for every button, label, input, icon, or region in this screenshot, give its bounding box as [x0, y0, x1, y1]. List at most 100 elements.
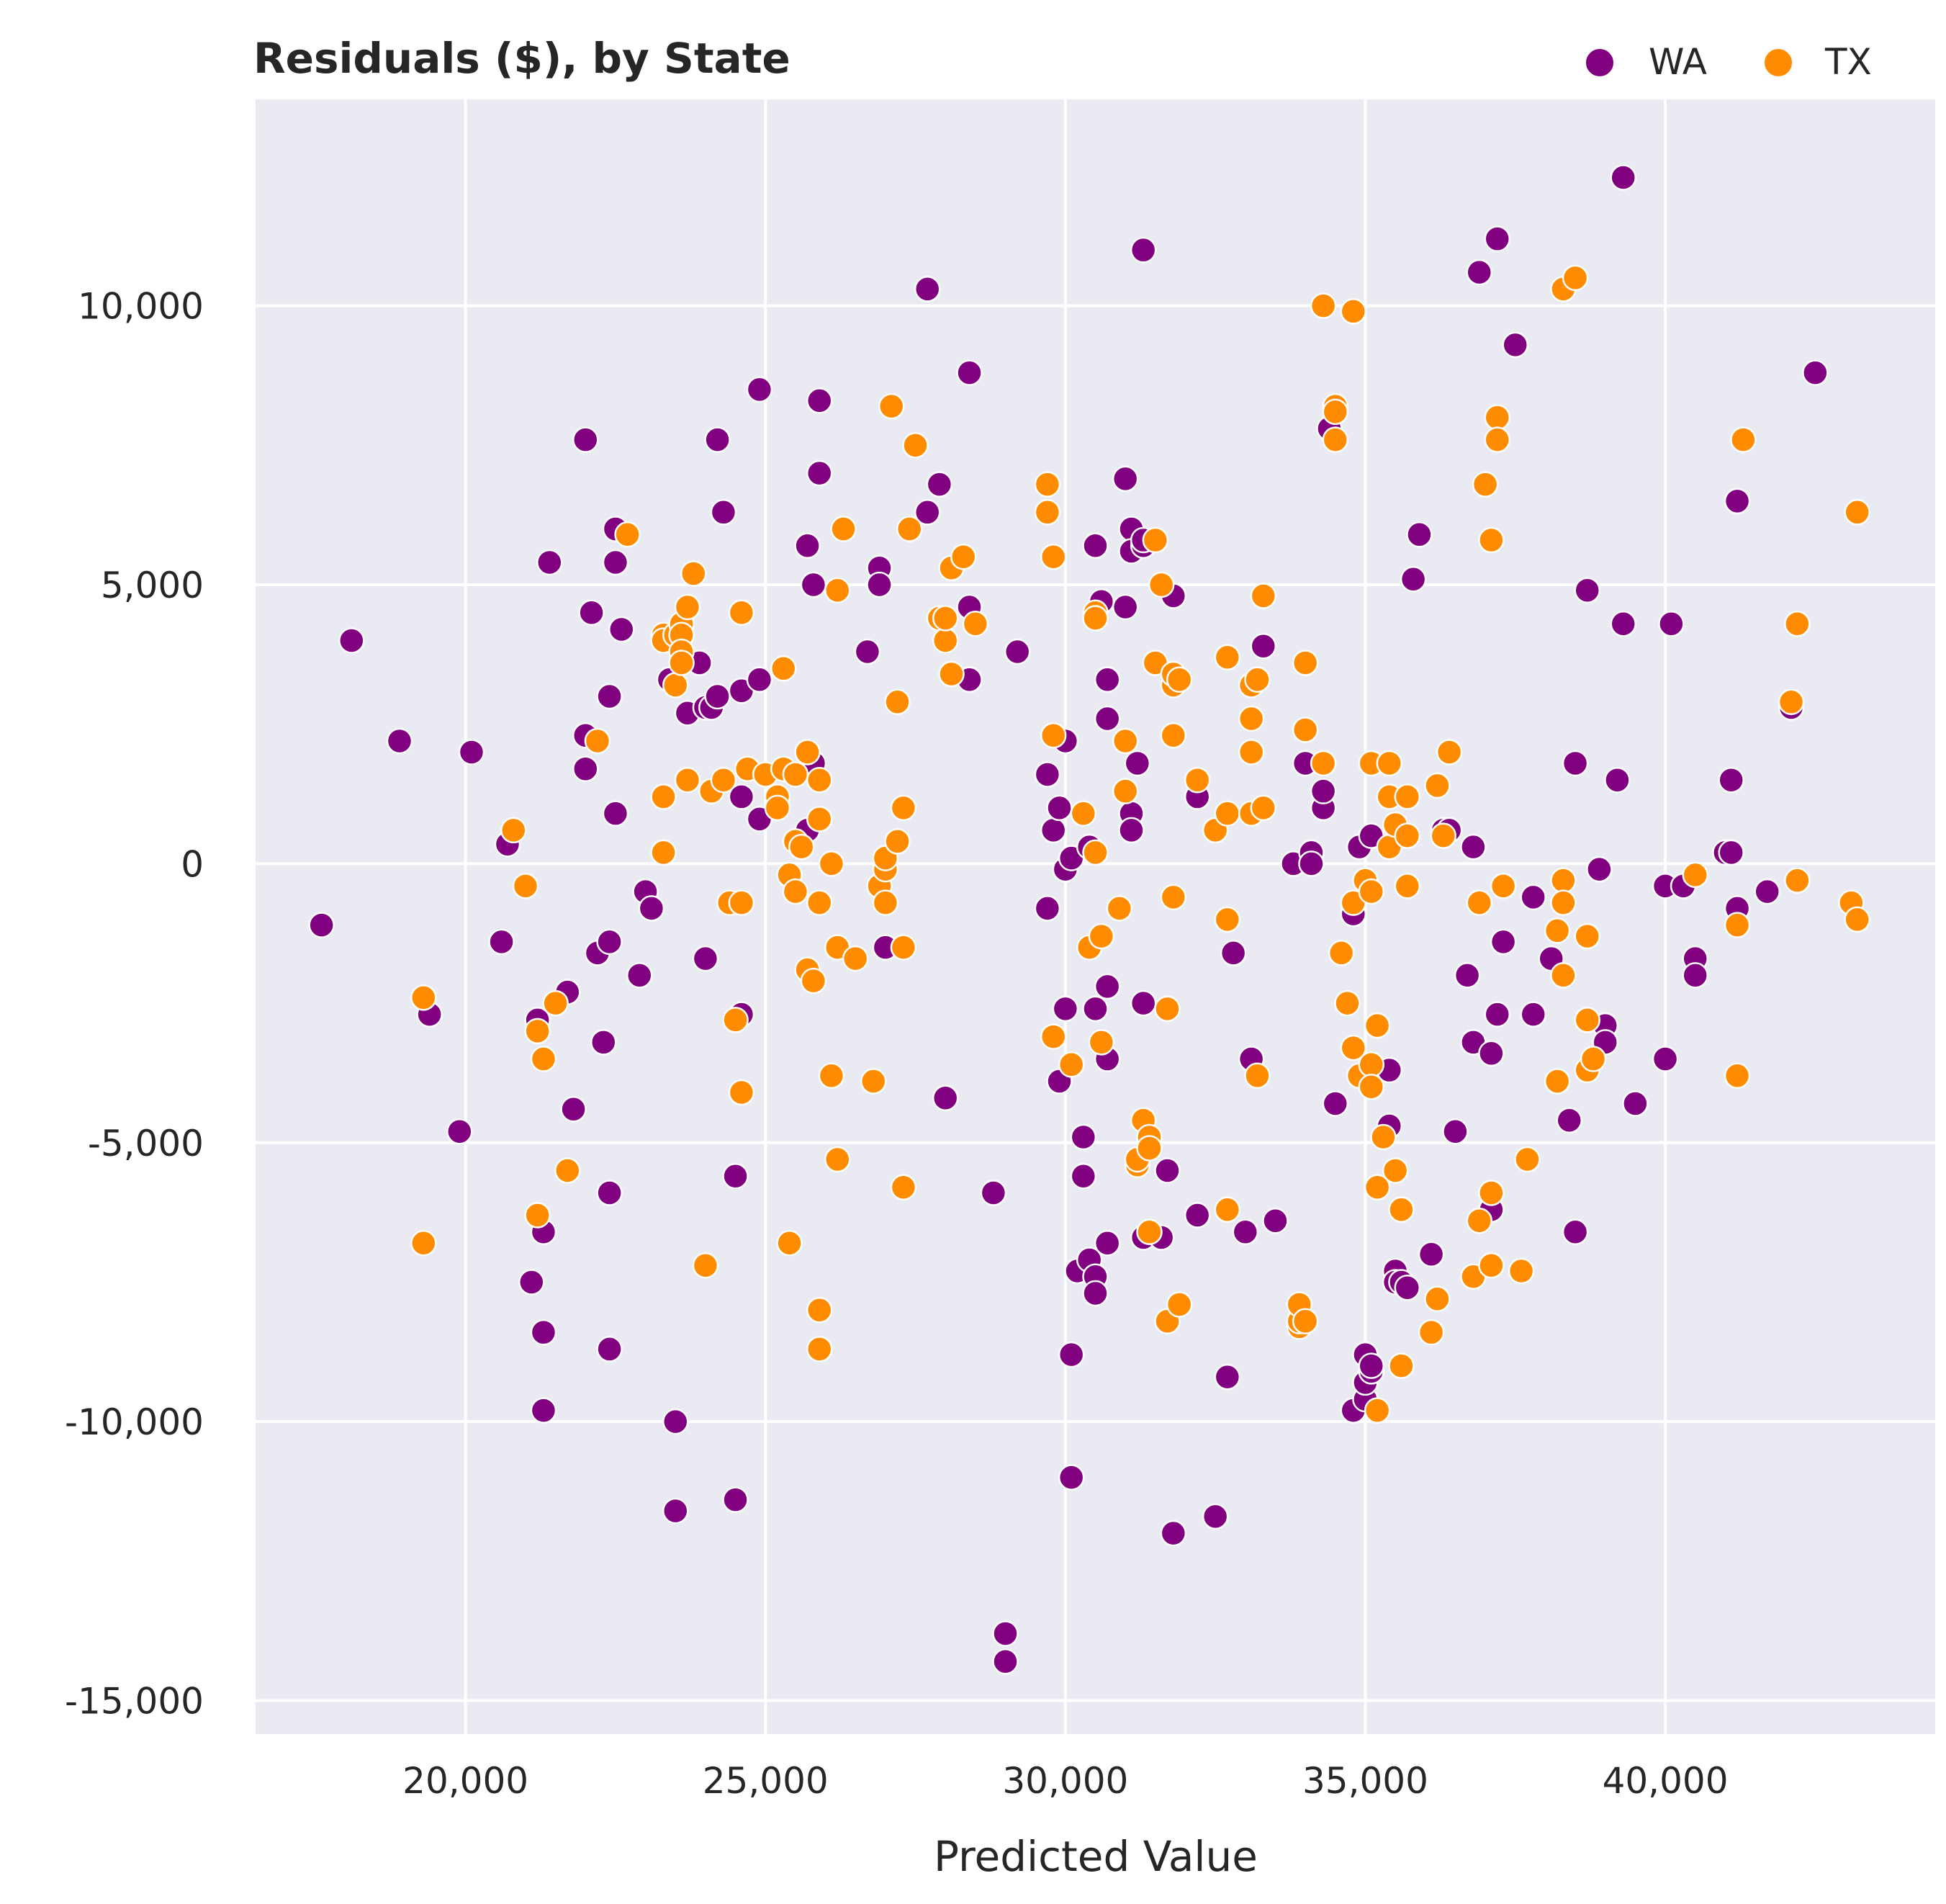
data-point-tx	[824, 577, 851, 604]
data-point-tx	[782, 878, 809, 905]
data-point-wa	[596, 1336, 623, 1362]
x-tick-labels: 20,000 25,000 30,000 35,000 40,000	[402, 1760, 1728, 1802]
data-point-tx	[674, 593, 701, 621]
data-point-wa	[992, 1648, 1019, 1675]
data-point-tx	[1784, 611, 1811, 637]
data-point-tx	[1034, 471, 1061, 498]
data-point-tx	[1580, 1046, 1607, 1072]
data-point-wa	[1502, 331, 1528, 359]
data-point-wa	[560, 1096, 587, 1123]
data-point-wa	[1202, 1503, 1229, 1530]
data-point-tx	[1778, 688, 1805, 715]
data-point-tx	[806, 766, 833, 794]
data-point-tx	[1136, 1135, 1163, 1162]
data-point-tx	[1154, 995, 1181, 1023]
data-point-wa	[1460, 833, 1487, 861]
chart-title: Residuals ($), by State	[253, 34, 790, 83]
data-point-tx	[1088, 922, 1115, 950]
data-point-wa	[662, 1408, 689, 1435]
data-point-wa	[596, 1180, 623, 1206]
data-point-wa	[794, 532, 821, 560]
data-point-wa	[1754, 878, 1780, 905]
data-point-wa	[1718, 839, 1744, 866]
data-point-tx	[1250, 583, 1277, 609]
data-point-tx	[1034, 499, 1061, 526]
data-point-tx	[1214, 644, 1241, 670]
data-point-tx	[1088, 1029, 1115, 1056]
data-point-tx	[764, 794, 791, 822]
data-point-tx	[1214, 1196, 1241, 1223]
data-point-wa	[572, 755, 599, 782]
data-point-tx	[1136, 1218, 1163, 1245]
data-point-tx	[1844, 499, 1870, 526]
data-point-wa	[446, 1118, 473, 1145]
data-point-tx	[860, 1068, 887, 1095]
data-point-wa	[1082, 995, 1109, 1023]
data-point-wa	[1604, 766, 1631, 794]
data-point-wa	[1724, 488, 1751, 515]
data-point-wa	[1652, 1046, 1679, 1072]
data-point-tx	[1436, 739, 1463, 765]
data-point-wa	[1118, 817, 1145, 844]
data-points	[308, 164, 1870, 1675]
data-point-wa	[1610, 164, 1636, 191]
y-tick-label: 10,000	[78, 286, 204, 328]
y-tick-label: -10,000	[65, 1401, 204, 1443]
data-point-tx	[1364, 1397, 1391, 1424]
data-point-tx	[1214, 800, 1241, 827]
data-point-tx	[794, 739, 821, 765]
data-point-tx	[1292, 1308, 1319, 1334]
data-point-tx	[1388, 1196, 1415, 1223]
data-point-tx	[650, 783, 677, 810]
data-point-tx	[770, 655, 797, 682]
legend-label-tx: TX	[1824, 41, 1872, 83]
data-point-tx	[1382, 1157, 1409, 1184]
data-point-wa	[1130, 236, 1157, 264]
x-axis-label: Predicted Value	[934, 1832, 1258, 1881]
data-point-wa	[1484, 225, 1511, 252]
data-point-wa	[338, 627, 365, 654]
data-point-tx	[1334, 989, 1361, 1017]
data-point-tx	[692, 1252, 719, 1279]
data-point-tx	[668, 650, 695, 676]
data-point-tx	[1490, 873, 1517, 899]
data-point-wa	[488, 928, 515, 956]
data-point-wa	[518, 1269, 545, 1295]
data-point-tx	[1784, 867, 1811, 894]
data-point-tx	[1340, 1034, 1367, 1061]
data-point-wa	[1718, 766, 1744, 794]
data-point-tx	[1358, 1051, 1385, 1078]
data-point-tx	[1466, 889, 1493, 916]
data-point-wa	[704, 683, 731, 710]
data-point-wa	[596, 683, 623, 710]
data-point-wa	[602, 549, 629, 576]
data-point-tx	[1040, 1023, 1067, 1050]
data-point-wa	[854, 638, 881, 665]
data-point-wa	[1490, 928, 1517, 956]
data-point-wa	[1442, 1118, 1469, 1145]
data-point-tx	[806, 806, 833, 832]
data-point-wa	[1004, 638, 1031, 665]
data-point-wa	[308, 912, 335, 938]
data-point-wa	[992, 1620, 1019, 1647]
data-point-wa	[1214, 1363, 1241, 1391]
data-point-tx	[932, 627, 959, 654]
data-point-wa	[638, 895, 665, 922]
data-point-wa	[458, 739, 485, 765]
data-point-tx	[680, 560, 707, 587]
data-point-tx	[1478, 526, 1505, 554]
data-point-wa	[1586, 856, 1613, 883]
data-point-tx	[1358, 878, 1385, 905]
data-point-tx	[824, 1146, 851, 1173]
data-point-wa	[1562, 1218, 1589, 1245]
data-point-tx	[1040, 722, 1067, 749]
data-point-wa	[1484, 1001, 1511, 1028]
data-point-wa	[1070, 1163, 1097, 1190]
data-point-tx	[1484, 426, 1511, 453]
data-point-tx	[1238, 705, 1265, 732]
data-point-tx	[938, 660, 965, 688]
data-point-tx	[788, 833, 815, 861]
data-point-tx	[1112, 778, 1139, 804]
data-point-tx	[1418, 1319, 1445, 1346]
